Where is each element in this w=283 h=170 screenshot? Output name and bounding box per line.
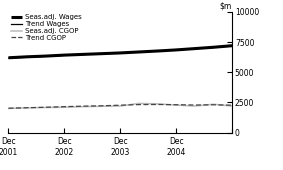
Line: Seas.adj. CGOP: Seas.adj. CGOP [8,103,232,108]
Trend CGOP [119,104,122,106]
Seas.adj. Wages [100,53,103,55]
Trend CGOP [230,104,234,106]
Trend CGOP [25,107,29,109]
Trend Wages [137,51,141,53]
Trend CGOP [156,104,159,106]
Seas.adj. Wages [156,50,159,52]
Text: $m: $m [220,2,232,11]
Trend Wages [7,57,10,59]
Trend CGOP [100,105,103,107]
Seas.adj. CGOP [119,105,122,107]
Seas.adj. Wages [63,54,66,56]
Seas.adj. CGOP [100,105,103,107]
Trend Wages [44,55,48,57]
Seas.adj. CGOP [25,107,29,109]
Seas.adj. Wages [25,56,29,58]
Seas.adj. Wages [119,52,122,54]
Seas.adj. CGOP [193,105,196,107]
Trend CGOP [193,104,196,106]
Trend CGOP [174,104,178,106]
Trend Wages [119,52,122,54]
Trend CGOP [137,104,141,106]
Seas.adj. CGOP [212,103,215,105]
Seas.adj. Wages [193,48,196,50]
Seas.adj. Wages [7,57,10,59]
Seas.adj. Wages [230,45,234,47]
Trend CGOP [81,105,85,107]
Trend CGOP [44,106,48,108]
Seas.adj. CGOP [230,105,234,107]
Trend Wages [230,45,234,47]
Trend Wages [193,48,196,50]
Seas.adj. Wages [137,51,141,53]
Trend Wages [81,54,85,56]
Seas.adj. CGOP [81,106,85,108]
Seas.adj. CGOP [137,102,141,104]
Trend Wages [174,49,178,51]
Trend Wages [25,56,29,58]
Line: Trend Wages: Trend Wages [8,46,232,58]
Seas.adj. CGOP [44,106,48,108]
Trend CGOP [7,107,10,109]
Seas.adj. CGOP [7,107,10,109]
Trend Wages [212,46,215,48]
Seas.adj. Wages [44,55,48,57]
Trend Wages [63,54,66,56]
Legend: Seas.adj. Wages, Trend Wages, Seas.adj. CGOP, Trend CGOP: Seas.adj. Wages, Trend Wages, Seas.adj. … [10,14,82,41]
Seas.adj. CGOP [156,103,159,105]
Seas.adj. Wages [212,46,215,48]
Seas.adj. Wages [81,53,85,55]
Line: Seas.adj. Wages: Seas.adj. Wages [8,46,232,58]
Trend CGOP [212,104,215,106]
Trend CGOP [63,106,66,108]
Trend Wages [156,50,159,52]
Seas.adj. Wages [174,49,178,51]
Seas.adj. CGOP [174,104,178,106]
Line: Trend CGOP: Trend CGOP [8,105,232,108]
Seas.adj. CGOP [63,106,66,108]
Trend Wages [100,53,103,55]
